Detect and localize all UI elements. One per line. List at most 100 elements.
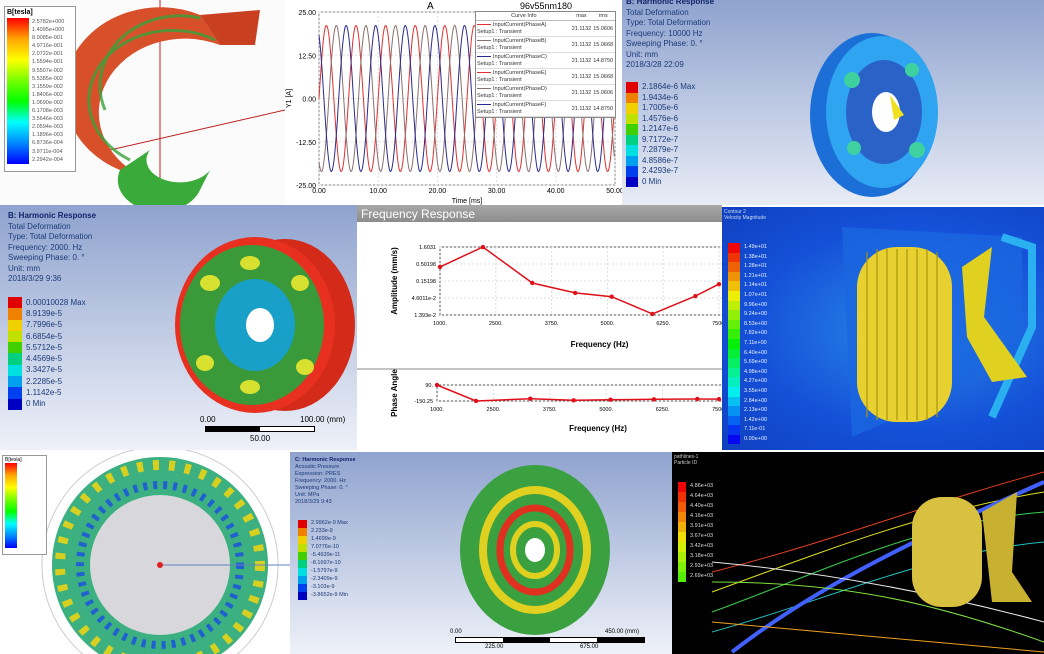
result-info-line: 2018/3/29 9:36 [8, 274, 62, 283]
legend-swatch [728, 338, 740, 349]
legend-row: 1.1142e-5 [8, 387, 86, 399]
legend-row: 1.42e+00 [728, 415, 767, 426]
frequency-response-panel: Frequency Response 1.6031 0.50198 0.15198 4… [357, 205, 722, 450]
legend-swatch [678, 502, 686, 512]
legend-swatch [298, 552, 307, 560]
legend-swatch [8, 330, 22, 343]
legend-row: 4.8586e-7 [626, 155, 695, 166]
curve-swatch [477, 55, 491, 58]
legend-value: 4.86e+03 [690, 483, 714, 490]
legend-swatch [678, 532, 686, 542]
legend-row: 1.49e+01 [728, 243, 767, 253]
legend-value: 1.9434e-6 [642, 92, 679, 102]
colormap-bar [7, 18, 29, 164]
cfd-velocity-panel: Contour 2 Velocity Magnitude 1.49e+01 1.38… [722, 207, 1044, 450]
legend-row: 7.2879e-7 [626, 145, 695, 156]
legend-row: -8.1697e-10 [298, 560, 348, 568]
result-info-line: Sweeping Phase: 0. ° [626, 39, 703, 48]
data-point [716, 281, 722, 287]
curve-name: InputCurrent(PhaseB) Setup1 : Transient [477, 38, 571, 51]
y-tick-label: 12.50 [298, 53, 316, 60]
scale-label-end: 100.00 (mm) [300, 415, 346, 424]
curve-setup: Setup1 : Transient [477, 108, 522, 115]
curve-info-legend: Curve Info max rms InputCurrent(PhaseA) Setu… [475, 11, 616, 118]
curve-name-line: InputCurrent(PhaseD) [477, 86, 571, 93]
legend-swatch [728, 252, 740, 263]
legend-swatch [626, 103, 638, 114]
legend-swatch [728, 271, 740, 282]
legend-header-cell: max [576, 13, 587, 19]
legend-value: 3.1559e-002 [32, 83, 63, 90]
legend-swatch [298, 560, 307, 568]
legend-value: 4.98e+00 [744, 368, 768, 375]
legend-row: 8.9139e-5 [8, 308, 86, 320]
data-point [528, 396, 533, 401]
legend-value: 7.0776e-10 [311, 544, 339, 551]
x-tick-label: 10.00 [369, 188, 387, 195]
legend-swatch [626, 176, 638, 187]
legend-value: 7.11e+00 [744, 339, 767, 346]
legend-swatch [626, 145, 638, 156]
legend-swatch [298, 520, 307, 528]
legend-swatch [8, 387, 22, 399]
legend-value: 1.0690e-002 [32, 99, 63, 106]
scale-bar [455, 637, 645, 643]
result-info-line: Unit: mm [8, 263, 40, 273]
scale-label-start: 0.00 [200, 415, 216, 424]
legend-row: -2.3409e-9 [298, 576, 348, 584]
legend-value: 2.69e+03 [690, 573, 714, 580]
legend-swatch [678, 572, 686, 582]
legend-value: 7.2879e-7 [642, 145, 679, 155]
scale-label-end: 450.00 (mm) [605, 629, 640, 635]
legend-swatch [8, 297, 22, 309]
legend-value: 2.1864e-6 Max [642, 82, 696, 92]
legend-row: 1.38e+01 [728, 252, 767, 263]
scale-label-mid: 50.00 [250, 434, 271, 443]
legend-value: 7.7996e-5 [26, 320, 63, 330]
legend-row: 0 Min [626, 176, 695, 187]
legend-value: 1.14e+01 [744, 282, 768, 289]
legend-row: 3.55e+00 [728, 386, 767, 397]
result-info-line: Unit: mm [626, 49, 658, 59]
legend-value: 7.82e+00 [744, 330, 768, 337]
legend-value: -8.1697e-10 [311, 560, 341, 567]
curve-setup: Setup1 : Transient [477, 60, 522, 67]
y-axis-label: Phase Angle [390, 369, 399, 417]
chart-title: A [427, 1, 434, 12]
curve-name: InputCurrent(PhaseC) Setup1 : Transient [477, 54, 571, 67]
result-info-line: Type: Total Deformation [626, 18, 711, 27]
result-info-line: Frequency: 10000 Hz [626, 28, 703, 38]
legend-row: 1.28e+01 [728, 262, 767, 272]
legend-value: 4.16e+03 [690, 513, 714, 520]
legend-row: 2.93e+03 [678, 562, 713, 572]
legend-value: 5.5385e-002 [32, 75, 63, 82]
curve-swatch [477, 39, 491, 42]
data-point [480, 244, 486, 250]
legend-row: InputCurrent(PhaseB) Setup1 : Transient 21… [476, 37, 615, 53]
legend-value: 1.21e+01 [744, 272, 768, 279]
data-point [651, 397, 657, 402]
result-info-line: Unit: MPa [295, 492, 320, 498]
legend-value: 2.0594e-003 [32, 124, 63, 131]
harmonic-wheel-2000hz-panel: B: Harmonic Response Total Deformation Typ… [0, 205, 357, 450]
curve-rms: 15.0606 [593, 25, 614, 32]
legend-value: 2.2942e-004 [32, 156, 63, 163]
legend-value: 2.233e-9 [311, 528, 333, 535]
x-tick-label: 7500. [712, 407, 722, 413]
curve-name: InputCurrent(PhaseA) Setup1 : Transient [477, 22, 571, 35]
legend-value: 0.00e+00 [744, 435, 768, 442]
curve-rms: 14.8750 [593, 57, 614, 64]
legend-row: 5.69e+00 [728, 358, 767, 368]
x-tick-label: 6250. [656, 407, 670, 413]
frequency-response-title: Frequency Response [357, 205, 722, 222]
legend-row: 4.86e+03 [678, 482, 713, 492]
coil-magnetic-field-panel: B[tesla] 2.5782e+000 1.4095e+000 8.0085e-0… [0, 0, 285, 205]
legend-swatch [678, 562, 686, 572]
legend-row: 0 Min [8, 398, 86, 410]
result-info-line: Frequency: 2000. Hz [295, 478, 347, 484]
legend-value: 3.18e+03 [690, 553, 714, 560]
legend-value: 1.5594e-001 [32, 59, 63, 66]
x-tick-label: 40.00 [547, 188, 565, 195]
y-tick-label: 0.15198 [416, 279, 436, 285]
curve-rms: 15.0668 [593, 73, 614, 80]
